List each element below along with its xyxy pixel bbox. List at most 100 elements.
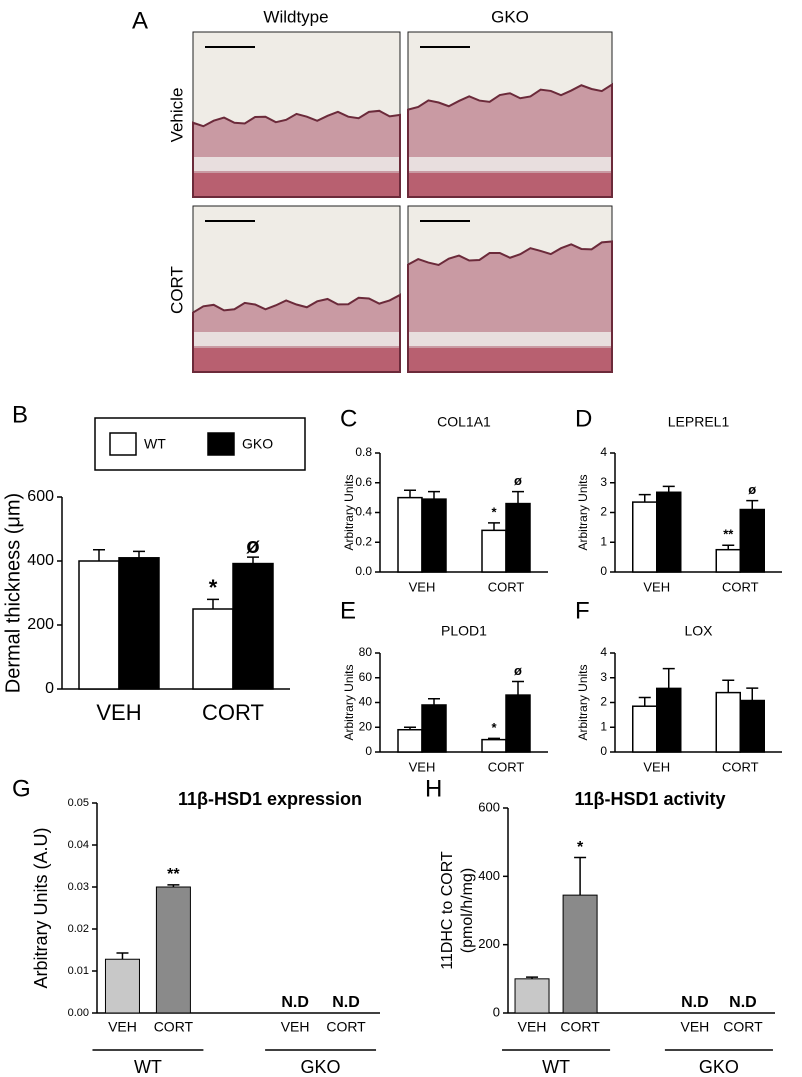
legend-label: GKO [242,436,273,452]
muscle-layer [409,348,611,371]
muscle-layer [194,173,399,196]
x-tick-label: VEH [643,759,670,774]
panel-label: C [340,405,357,432]
x-tick-label: CORT [723,1019,763,1035]
fat-layer [409,332,611,346]
y-axis-label: Arbitrary Units [576,664,590,740]
y-axis-label: Dermal thickness (μm) [2,493,24,693]
x-tick-label: CORT [722,759,759,774]
y-axis-label: Arbitrary Units [342,474,356,550]
bar [421,498,447,573]
y-tick-label: 4 [600,445,607,459]
y-tick-label: 0 [493,1004,500,1019]
legend-swatch [207,432,235,456]
y-tick-label: 0.6 [355,475,372,489]
y-tick-label: 0.01 [68,965,89,977]
y-tick-label: 200 [478,936,500,951]
y-tick-label: 3 [600,475,607,489]
x-tick-label: VEH [681,1019,710,1035]
y-axis-label: Arbitrary Units [342,664,356,740]
x-tick-label: VEH [643,579,670,594]
error-bar [662,485,675,493]
error-bar [638,493,651,503]
y-tick-label: 60 [359,670,373,684]
y-axis-label: Arbitrary Units [576,474,590,550]
y-tick-label: 0.04 [68,839,89,851]
error-bar [428,490,440,500]
x-tick-label: CORT [154,1019,194,1035]
y-tick-label: 0.4 [355,505,372,519]
group-label: GKO [699,1057,739,1077]
x-tick-label: VEH [409,759,436,774]
x-tick-label: VEH [518,1019,547,1035]
bar [232,562,274,690]
error-bar [207,598,219,609]
x-tick-label: CORT [202,700,264,725]
significance-marker: ø [246,533,260,558]
y-tick-label: 400 [27,552,54,569]
chart-title: LOX [684,623,713,639]
panel-label: G [12,775,31,802]
fat-layer [409,157,611,171]
error-bar [574,856,587,896]
x-tick-label: VEH [281,1019,310,1035]
y-axis-label: (pmol/h/mg) [459,868,476,953]
error-bar [116,952,129,960]
bar [481,529,507,573]
bar [421,704,447,753]
error-bar [404,489,416,498]
chart-title: 11β-HSD1 activity [574,789,725,809]
y-tick-label: 80 [359,645,373,659]
y-tick-label: 0.02 [68,923,89,935]
bar [715,691,741,753]
bar [715,548,741,573]
error-bar [638,696,651,707]
y-tick-label: 0 [45,680,54,697]
fat-layer [194,332,399,346]
y-tick-label: 0.0 [355,564,372,578]
bar [505,502,531,573]
bar [656,491,682,573]
y-tick-label: 0.00 [68,1007,89,1019]
significance-marker: N.D [729,994,757,1011]
error-bar [512,490,524,504]
y-tick-label: 20 [359,719,373,733]
y-tick-label: 1 [600,534,607,548]
significance-marker: * [491,504,497,519]
significance-marker: ** [723,527,734,542]
y-axis-label: Arbitrary Units (A.U) [31,827,51,988]
x-tick-label: CORT [488,759,525,774]
x-tick-label: VEH [96,700,141,725]
error-bar [488,522,500,531]
bar [104,958,140,1014]
y-tick-label: 0.03 [68,881,89,893]
y-tick-label: 3 [600,670,607,684]
x-tick-label: VEH [108,1019,137,1035]
y-tick-label: 1 [600,719,607,733]
bar [192,608,234,690]
y-tick-label: 0 [600,744,607,758]
y-tick-label: 2 [600,505,607,519]
error-bar [746,687,759,701]
error-bar [428,698,440,705]
error-bar [722,679,735,693]
y-axis-label: 11DHC to CORT [439,851,456,970]
significance-marker: ø [748,482,756,497]
bar [514,978,550,1014]
y-tick-label: 0.2 [355,534,372,548]
y-tick-label: 40 [359,695,373,709]
y-tick-label: 0 [600,564,607,578]
legend-label: WT [144,436,166,452]
error-bar [167,884,180,887]
bar [562,894,598,1014]
y-tick-label: 400 [478,868,500,883]
group-label: WT [542,1057,570,1077]
panel-label: A [132,7,148,34]
group-label: WT [134,1057,162,1077]
bar [78,560,120,690]
significance-marker: * [491,720,497,735]
error-bar [488,737,500,740]
significance-marker: ø [514,663,522,678]
panel-label: D [575,405,592,432]
